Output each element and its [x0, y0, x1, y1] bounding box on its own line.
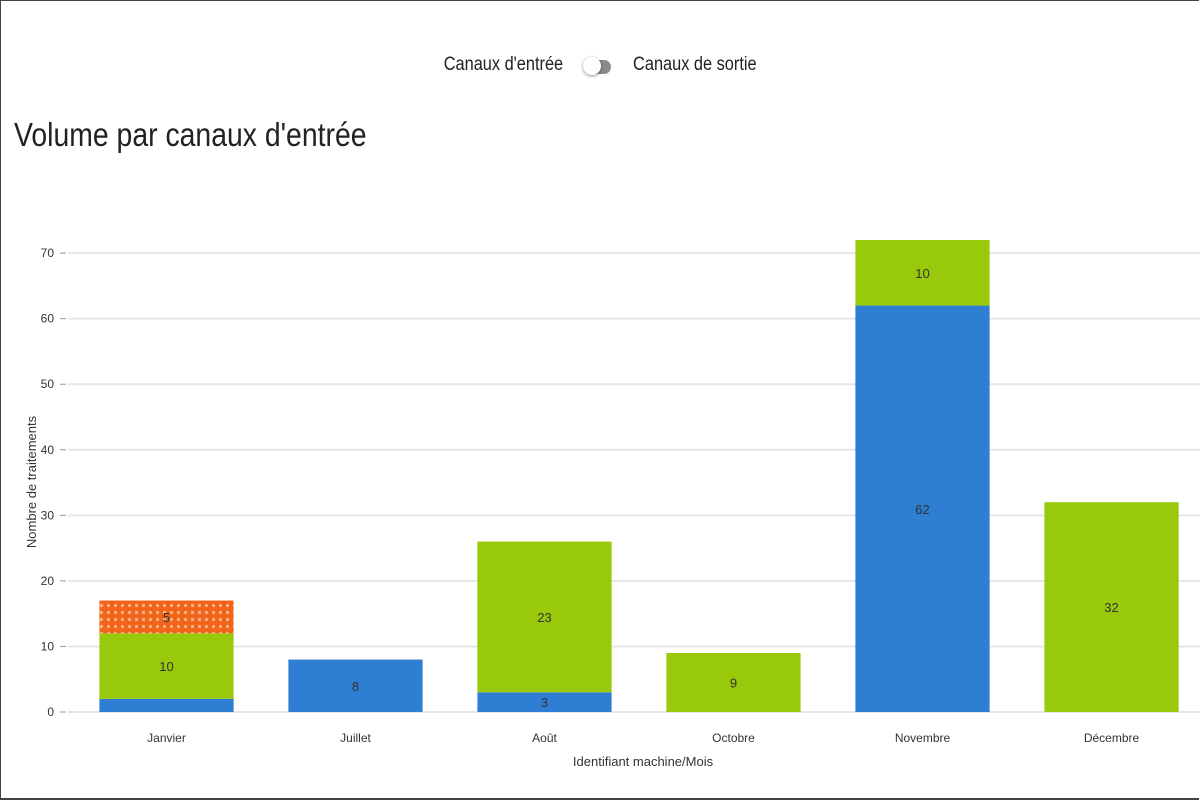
bar-segment[interactable] — [666, 653, 801, 712]
bar-value-label: 23 — [537, 610, 551, 625]
y-tick-label: 60 — [41, 312, 55, 326]
grid-layer — [68, 252, 1200, 713]
y-tick-label: 50 — [41, 377, 55, 391]
toggle-label-output-channels[interactable]: Canaux de sortie — [632, 54, 757, 75]
axis-layer: 0 10 20 30 40 50 60 70 Janvier Juillet Août Octobre… — [24, 246, 1140, 769]
bar-segment[interactable] — [99, 633, 234, 699]
x-tick-label: Novembre — [895, 731, 951, 745]
y-tick-label: 0 — [47, 705, 54, 719]
x-tick-label: Juillet — [340, 731, 371, 745]
chart-title: Volume par canaux d'entrée — [14, 116, 367, 153]
bar-segment[interactable] — [855, 240, 990, 306]
bar-value-label: 10 — [159, 659, 173, 674]
bar-value-label: 9 — [730, 676, 737, 691]
toggle-label-input-channels[interactable]: Canaux d'entrée — [443, 54, 563, 75]
label-layer: 10 5 8 3 23 9 62 10 32 — [159, 266, 1118, 710]
y-tick-label: 20 — [41, 574, 55, 588]
bar-value-label: 8 — [352, 679, 359, 694]
bar-value-label: 10 — [915, 266, 929, 281]
bar-segment[interactable] — [855, 305, 990, 712]
x-axis-title: Identifiant machine/Mois — [573, 754, 714, 769]
bar-value-label: 62 — [915, 502, 929, 517]
y-tick-label: 30 — [41, 508, 55, 522]
y-tick-label: 10 — [41, 639, 55, 653]
bar-segment[interactable] — [477, 541, 612, 693]
bar-value-label: 3 — [541, 695, 548, 710]
channel-switch[interactable] — [582, 55, 613, 75]
bar-segment[interactable] — [288, 659, 423, 712]
bar-layer — [99, 240, 1179, 712]
bar-value-label: 32 — [1104, 600, 1118, 615]
bar-segment[interactable] — [99, 600, 234, 634]
bar-segment[interactable] — [477, 692, 612, 712]
channel-toggle: Canaux d'entrée Canaux de sortie — [0, 50, 1200, 80]
bar-value-label: 5 — [163, 610, 170, 625]
x-tick-label: Août — [532, 731, 557, 745]
switch-knob[interactable] — [582, 57, 601, 75]
x-tick-label: Octobre — [712, 731, 755, 745]
bar-segment[interactable] — [99, 698, 234, 712]
x-tick-label: Janvier — [147, 731, 186, 745]
y-tick-label: 70 — [41, 246, 55, 260]
x-tick-label: Décembre — [1084, 731, 1140, 745]
y-axis-title: Nombre de traitements — [24, 415, 39, 548]
y-tick-label: 40 — [41, 443, 55, 457]
bar-segment[interactable] — [1044, 502, 1179, 712]
